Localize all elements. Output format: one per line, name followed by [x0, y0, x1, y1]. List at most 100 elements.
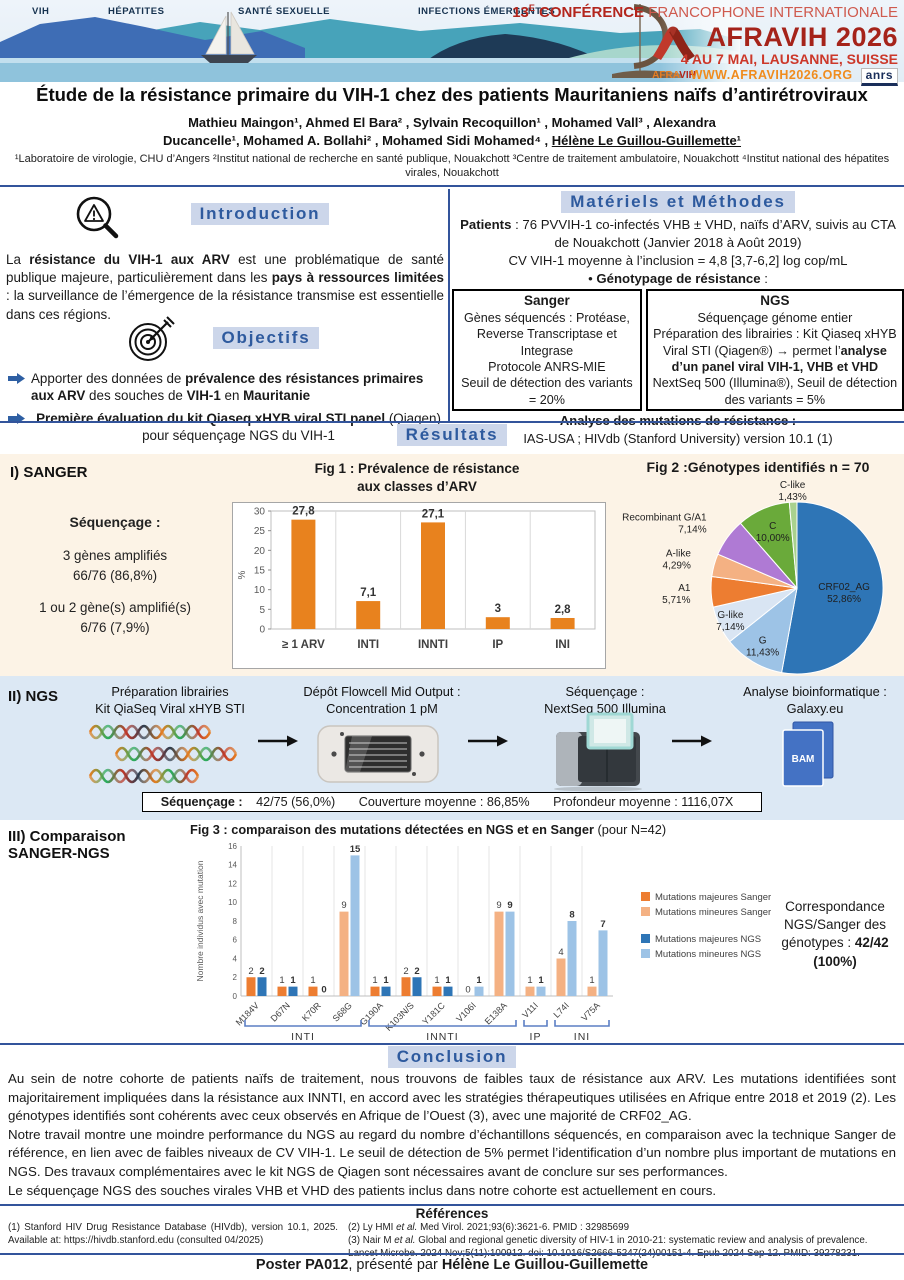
- svg-text:2: 2: [403, 966, 408, 977]
- sanger-results-section: I) SANGER Séquençage : 3 gènes amplifiés…: [0, 454, 904, 676]
- conference-website: WWW.AFRAVIH2026.ORG: [690, 67, 853, 82]
- seq-item-4: 6/76 (7,9%): [80, 619, 150, 635]
- svg-text:Mutations majeures NGS: Mutations majeures NGS: [655, 934, 761, 945]
- svg-text:8: 8: [233, 917, 238, 926]
- ngs-box-line2: Préparation des librairies : Kit Qiaseq …: [653, 327, 897, 374]
- svg-text:K103N/S: K103N/S: [383, 1000, 416, 1033]
- svg-text:Mutations majeures Sanger: Mutations majeures Sanger: [655, 892, 771, 903]
- svg-text:14: 14: [228, 861, 237, 870]
- fig2-pie-chart: CRF02_AG 52,86% G 11,43%G-like 7,14% A1 5,71% A…: [622, 480, 884, 675]
- dna-strands-icon: [88, 724, 238, 784]
- conference-banner: VIH HÉPATITES SANTÉ SEXUELLE INFECTIONS …: [0, 0, 904, 87]
- methods-column: Matériels et Méthodes Patients : 76 PVVI…: [452, 189, 904, 446]
- svg-text:1: 1: [310, 975, 315, 986]
- bam-files-icon: BAM: [782, 721, 834, 787]
- lake-landscape-graphic: VIH HÉPATITES SANTÉ SEXUELLE INFECTIONS …: [0, 0, 740, 82]
- objective-text-1: Apporter des données de prévalence des r…: [31, 371, 424, 404]
- anrs-logo: anrs: [860, 67, 898, 87]
- genotyping-label: • Génotypage de résistance :: [588, 270, 768, 286]
- svg-text:1: 1: [372, 975, 377, 986]
- conclusion-paragraph-1: Au sein de notre cohorte de patients naï…: [8, 1071, 896, 1124]
- svg-text:7,1: 7,1: [360, 587, 377, 599]
- conclusion-heading: Conclusion: [387, 1046, 517, 1069]
- svg-text:L74I: L74I: [551, 1000, 570, 1019]
- svg-text:2: 2: [233, 973, 238, 982]
- references-heading: Références: [415, 1206, 489, 1221]
- svg-text:INTI: INTI: [291, 1031, 315, 1043]
- svg-text:Mutations mineures NGS: Mutations mineures NGS: [655, 949, 761, 960]
- stats-value-2: Couverture moyenne : 86,85%: [358, 795, 530, 809]
- sequencing-heading: Séquençage :: [69, 514, 161, 530]
- introduction-column: Introduction La résistance du VIH-1 aux …: [0, 189, 448, 443]
- svg-text:INI: INI: [574, 1031, 590, 1043]
- stats-value-1: 42/75 (56,0%): [256, 795, 336, 809]
- svg-text:2: 2: [414, 966, 419, 977]
- svg-text:Y181C: Y181C: [420, 1000, 447, 1027]
- sanger-box-title: Sanger: [524, 293, 570, 309]
- svg-text:C10,00%: C 10,00%: [756, 521, 790, 544]
- section-label-comparison: III) Comparaison SANGER-NGS: [8, 828, 126, 862]
- sanger-box-line3: Seuil de détection des variants = 20%: [461, 376, 633, 407]
- magnifier-warning-icon: [70, 191, 126, 252]
- svg-text:INNTI: INNTI: [418, 639, 448, 651]
- svg-text:S68G: S68G: [331, 1000, 354, 1023]
- divider-rule-4: [0, 1204, 904, 1206]
- svg-text:V106I: V106I: [454, 1000, 478, 1024]
- conference-dates: 4 AU 7 MAI, LAUSANNE, SUISSE: [680, 51, 898, 68]
- svg-text:1: 1: [434, 975, 439, 986]
- workflow-arrow-icon: [258, 735, 298, 747]
- introduction-text: La résistance du VIH-1 aux ARV est une p…: [6, 252, 444, 322]
- sanger-sequencing-summary: Séquençage : 3 gènes amplifiés 66/76 (86…: [6, 512, 224, 637]
- svg-text:2: 2: [248, 966, 253, 977]
- svg-text:HÉPATITES: HÉPATITES: [108, 6, 164, 17]
- section-label-sanger: I) SANGER: [10, 464, 88, 481]
- svg-text:V75A: V75A: [579, 1000, 602, 1023]
- ngs-step3-caption: Séquençage : NextSeq 500 Illumina: [544, 684, 666, 716]
- reference-2: (2) Ly HMI et al. Med Virol. 2021;93(6):…: [348, 1222, 630, 1233]
- svg-text:INFECTIONS ÉMERGENTES: INFECTIONS ÉMERGENTES: [418, 6, 555, 17]
- svg-text:INTI: INTI: [357, 639, 379, 651]
- svg-text:2: 2: [259, 966, 264, 977]
- results-heading: Résultats: [396, 424, 508, 447]
- svg-text:Mutations mineures Sanger: Mutations mineures Sanger: [655, 907, 771, 918]
- svg-text:27,1: 27,1: [422, 508, 445, 520]
- sanger-method-box: Sanger Gènes séquencés : Protéase, Rever…: [452, 289, 642, 412]
- svg-text:V11I: V11I: [520, 1000, 540, 1020]
- svg-text:0: 0: [465, 985, 470, 996]
- sailboat-icon: [201, 11, 257, 63]
- conference-name: FRANCOPHONE INTERNATIONALE: [644, 4, 898, 21]
- ribbon-text-vih: VIH: [679, 70, 696, 81]
- arrow-bullet-icon: [8, 373, 25, 384]
- svg-text:15: 15: [254, 566, 266, 577]
- svg-text:5: 5: [259, 605, 265, 616]
- svg-text:≥ 1 ARV: ≥ 1 ARV: [282, 639, 325, 651]
- svg-text:1: 1: [279, 975, 284, 986]
- svg-text:30: 30: [254, 507, 266, 518]
- reference-1: (1) Stanford HIV Drug Resistance Databas…: [8, 1222, 338, 1246]
- svg-text:10: 10: [254, 585, 266, 596]
- svg-text:1: 1: [383, 975, 389, 986]
- svg-text:12: 12: [228, 879, 237, 888]
- divider-rule-2: [0, 421, 904, 423]
- svg-text:3: 3: [495, 603, 501, 615]
- divider-rule-5: [0, 1253, 904, 1255]
- svg-text:8: 8: [569, 910, 574, 921]
- svg-text:0: 0: [259, 625, 265, 636]
- ngs-step1-caption: Préparation librairies Kit QiaSeq Viral x…: [95, 684, 245, 716]
- conference-number: 13E CONFÉRENCE: [512, 3, 645, 21]
- workflow-arrow-icon: [672, 735, 712, 747]
- svg-text:7: 7: [600, 919, 605, 930]
- svg-text:10: 10: [228, 898, 237, 907]
- analysis-text: IAS-USA ; HIVdb (Stanford University) ve…: [523, 430, 833, 446]
- svg-text:0: 0: [233, 992, 238, 1001]
- svg-text:Nombre individus avec mutation: Nombre individus avec mutation: [195, 860, 205, 981]
- patients-text: Patients : 76 PVVIH-1 co-infectés VHB ± …: [460, 217, 896, 250]
- fig1-title: Fig 1 : Prévalence de résistance aux cla…: [314, 461, 520, 494]
- svg-text:1: 1: [589, 975, 594, 986]
- target-icon: [124, 315, 176, 370]
- seq-item-3: 1 ou 2 gène(s) amplifié(s): [39, 600, 191, 616]
- svg-text:Recombinant G/A17,14%: Recombinant G/A1 7,14%: [622, 512, 707, 535]
- svg-text:27,8: 27,8: [292, 506, 315, 518]
- svg-text:IP: IP: [530, 1031, 542, 1043]
